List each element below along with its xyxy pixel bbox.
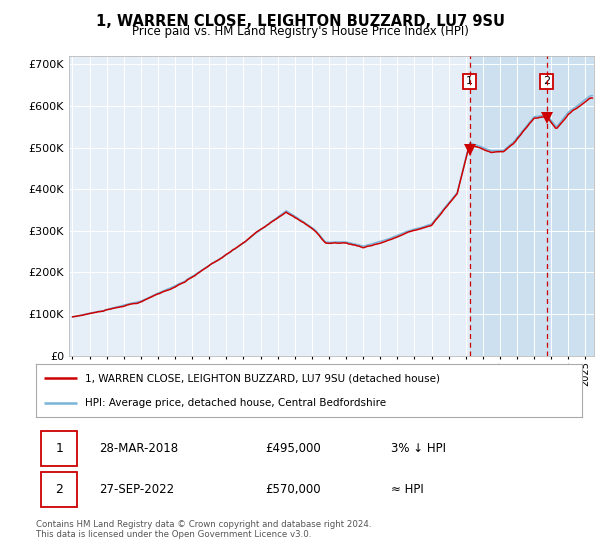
Text: 1, WARREN CLOSE, LEIGHTON BUZZARD, LU7 9SU: 1, WARREN CLOSE, LEIGHTON BUZZARD, LU7 9…	[95, 14, 505, 29]
FancyBboxPatch shape	[41, 431, 77, 465]
Text: 3% ↓ HPI: 3% ↓ HPI	[391, 442, 446, 455]
FancyBboxPatch shape	[41, 473, 77, 507]
Text: £570,000: £570,000	[265, 483, 321, 496]
Text: 27-SEP-2022: 27-SEP-2022	[99, 483, 174, 496]
Text: 1: 1	[55, 442, 63, 455]
Bar	[470, 56, 594, 356]
Text: 28-MAR-2018: 28-MAR-2018	[99, 442, 178, 455]
Text: HPI: Average price, detached house, Central Bedfordshire: HPI: Average price, detached house, Cent…	[85, 398, 386, 408]
Text: £495,000: £495,000	[265, 442, 321, 455]
Text: ≈ HPI: ≈ HPI	[391, 483, 424, 496]
Text: 1: 1	[466, 77, 473, 86]
Text: 2: 2	[543, 77, 550, 86]
Text: 1, WARREN CLOSE, LEIGHTON BUZZARD, LU7 9SU (detached house): 1, WARREN CLOSE, LEIGHTON BUZZARD, LU7 9…	[85, 374, 440, 384]
Text: Contains HM Land Registry data © Crown copyright and database right 2024.
This d: Contains HM Land Registry data © Crown c…	[36, 520, 371, 539]
Text: 2: 2	[55, 483, 63, 496]
Text: Price paid vs. HM Land Registry's House Price Index (HPI): Price paid vs. HM Land Registry's House …	[131, 25, 469, 38]
